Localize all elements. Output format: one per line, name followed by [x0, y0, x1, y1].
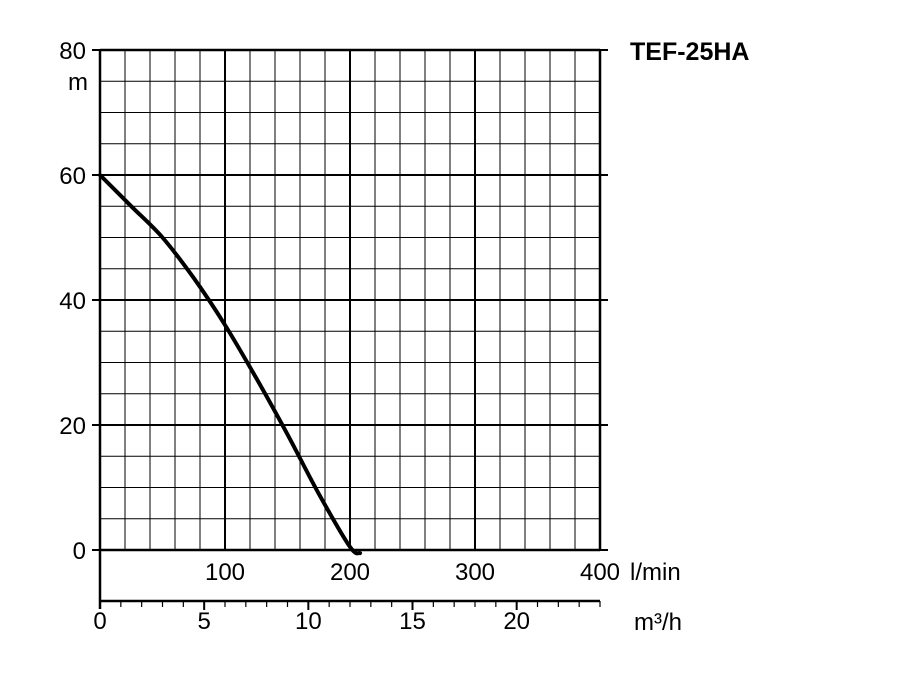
y-tick-label: 80 [59, 38, 86, 65]
y-tick-label: 60 [59, 163, 86, 190]
y-tick-labels: 0 20 40 60 80 [59, 38, 86, 565]
x-tick-label: 200 [330, 559, 370, 586]
performance-curve-line [98, 173, 362, 556]
secondary-x-tick-label: 5 [197, 608, 210, 635]
secondary-x-tick-label: 10 [295, 608, 322, 635]
secondary-x-tick-label: 0 [93, 608, 106, 635]
chart-title: TEF-25HA [630, 38, 749, 66]
y-tick-label: 20 [59, 413, 86, 440]
x-tick-labels: 100 200 300 400 [205, 559, 620, 586]
y-axis-unit: m [68, 69, 88, 96]
x-tick-label: 400 [580, 559, 620, 586]
x-axis-unit: l/min [630, 559, 681, 586]
grid-major [100, 50, 600, 550]
secondary-x-tick-label: 20 [503, 608, 530, 635]
secondary-x-axis-unit: m³/h [634, 609, 682, 636]
x-tick-label: 100 [205, 559, 245, 586]
y-tick-label: 0 [73, 538, 86, 565]
secondary-x-tick-label: 15 [399, 608, 426, 635]
x-tick-label: 300 [455, 559, 495, 586]
y-tick-label: 40 [59, 288, 86, 315]
secondary-x-tick-labels: 0 5 10 15 20 [93, 608, 530, 635]
secondary-x-axis [100, 599, 601, 610]
series-group [98, 173, 362, 556]
